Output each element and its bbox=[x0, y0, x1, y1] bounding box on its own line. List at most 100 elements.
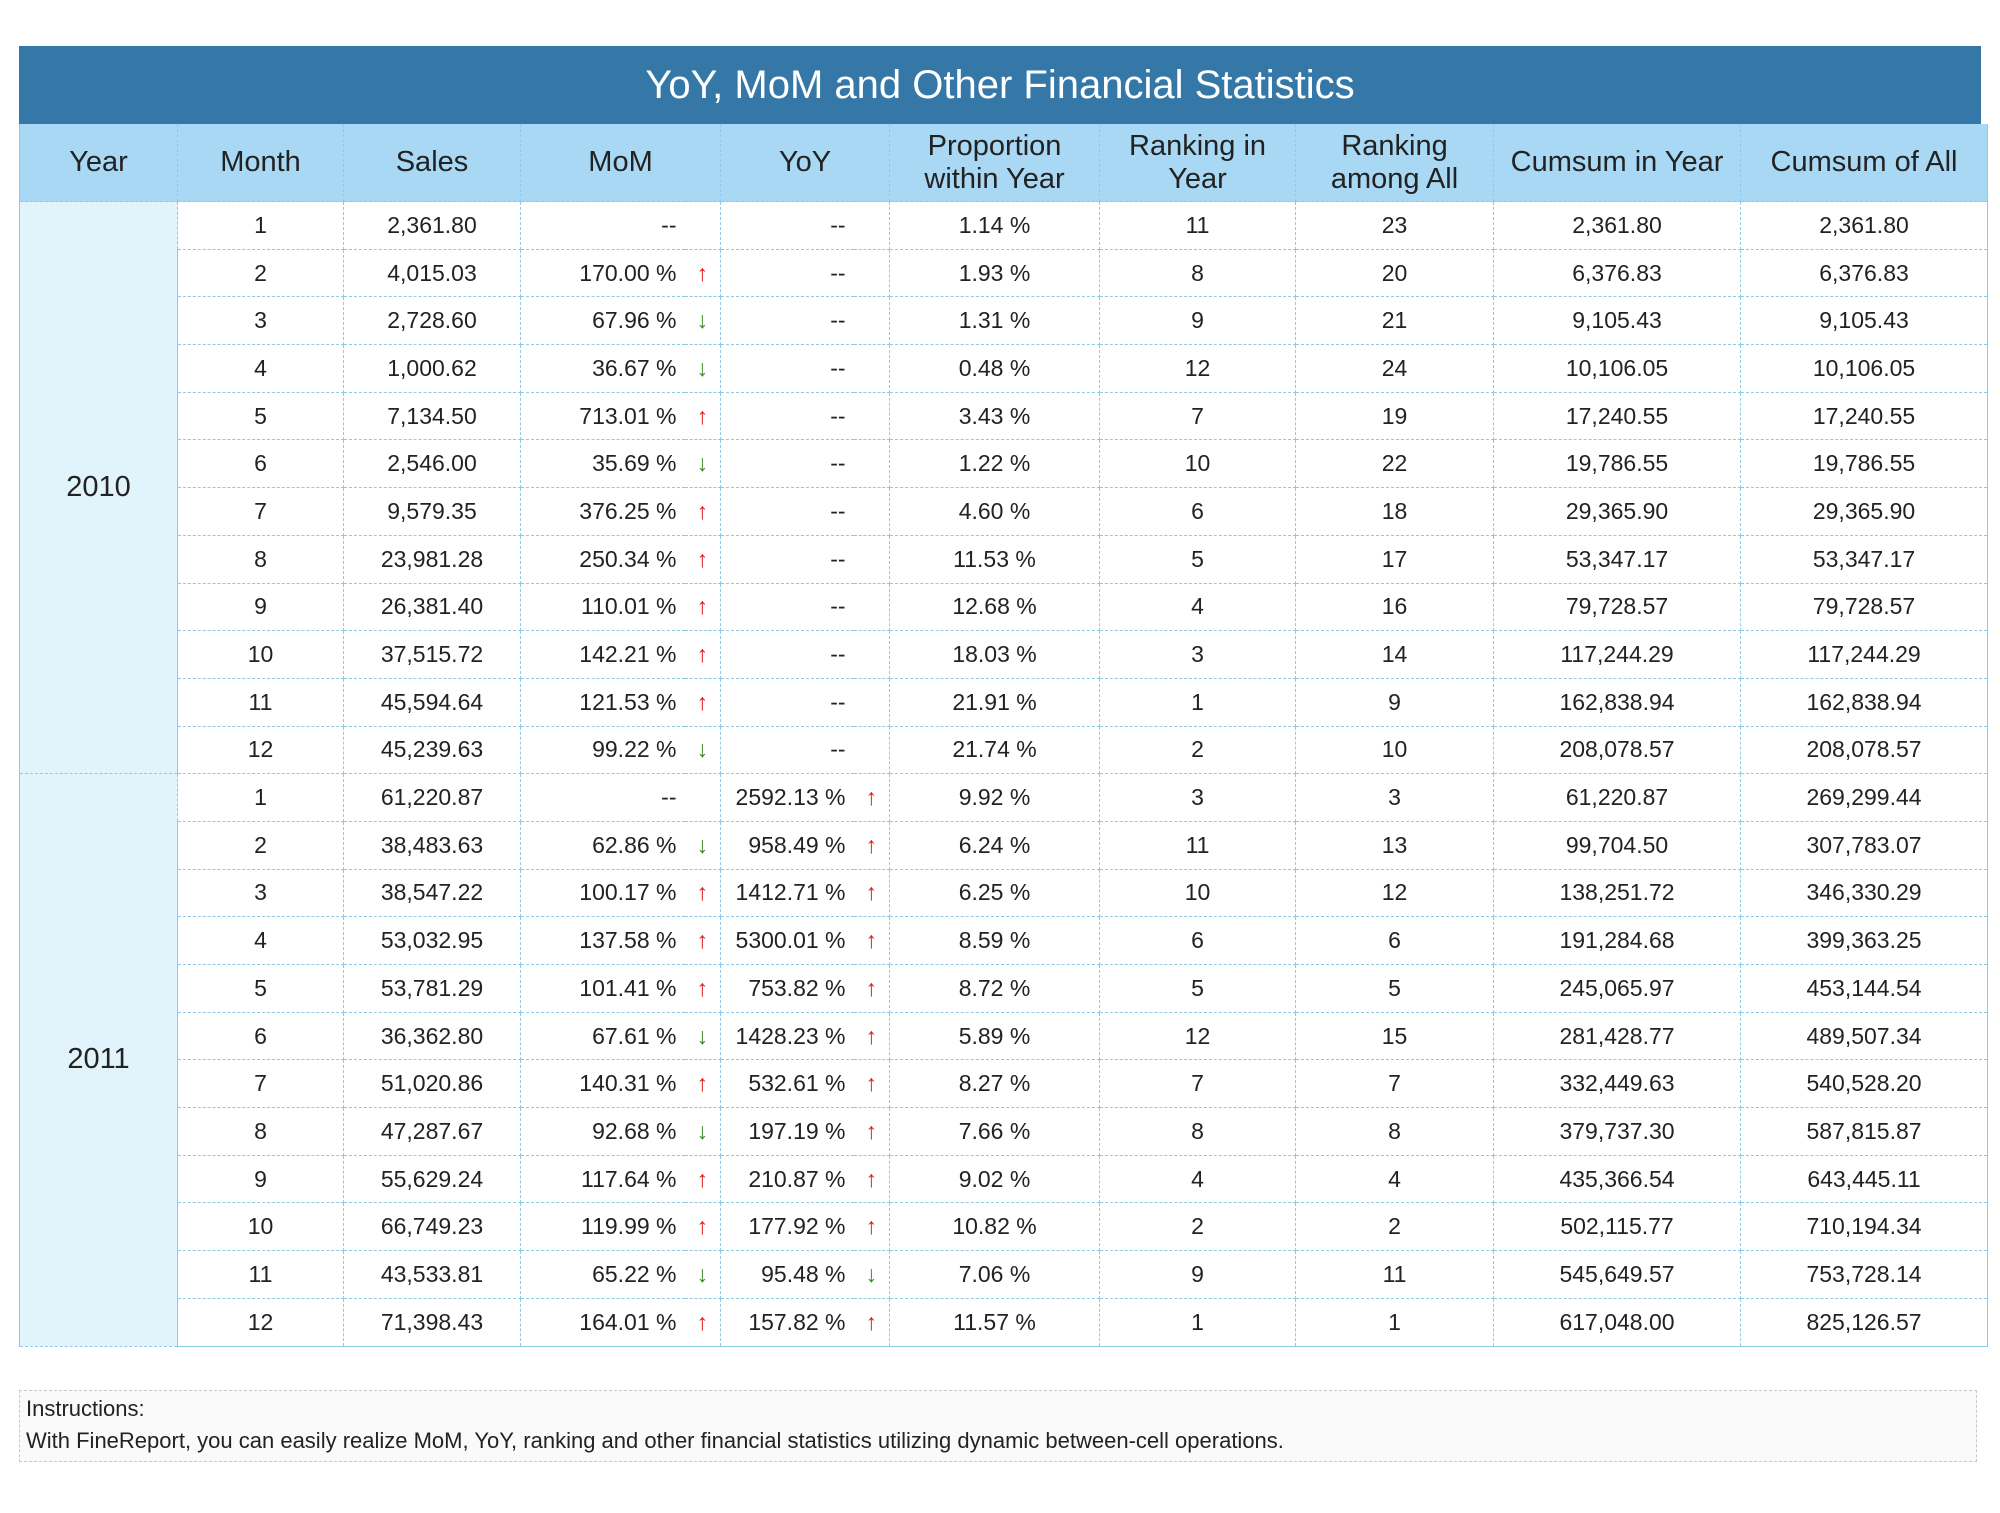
proportion-cell: 1.31 % bbox=[889, 296, 1101, 346]
cumsum-all-cell: 825,126.57 bbox=[1740, 1297, 1989, 1347]
cumsum-year-cell: 245,065.97 bbox=[1493, 964, 1742, 1013]
proportion-cell: 9.92 % bbox=[889, 773, 1101, 822]
cumsum-all-cell: 710,194.34 bbox=[1740, 1202, 1989, 1252]
table-row: 10 66,749.23 119.99 % ↑ 177.92 % ↑ 10.82 % 2 2 50… bbox=[20, 1202, 1989, 1252]
mom-cell: 65.22 % bbox=[520, 1250, 685, 1299]
sales-cell: 37,515.72 bbox=[343, 630, 521, 679]
ranking-year-cell: 7 bbox=[1099, 1059, 1297, 1109]
ranking-all-cell: 6 bbox=[1295, 916, 1495, 965]
mom-down-arrow-icon: ↓ bbox=[684, 1107, 722, 1156]
cumsum-all-cell: 117,244.29 bbox=[1740, 630, 1989, 679]
cumsum-all-cell: 6,376.83 bbox=[1740, 248, 1989, 298]
cumsum-year-cell: 208,078.57 bbox=[1493, 725, 1742, 775]
month-cell: 6 bbox=[177, 1011, 344, 1061]
yoy-up-arrow-icon: ↑ bbox=[853, 1154, 891, 1204]
cumsum-year-cell: 435,366.54 bbox=[1493, 1154, 1742, 1204]
yoy-up-arrow-icon: ↑ bbox=[853, 916, 891, 965]
cumsum-all-cell: 307,783.07 bbox=[1740, 820, 1989, 870]
ranking-all-cell: 14 bbox=[1295, 630, 1495, 679]
cumsum-all-cell: 453,144.54 bbox=[1740, 964, 1989, 1013]
header-ranking-all-line1: Ranking bbox=[1341, 129, 1448, 162]
ranking-year-cell: 11 bbox=[1099, 820, 1297, 870]
yoy-arrow-empty bbox=[853, 725, 891, 775]
proportion-cell: 21.91 % bbox=[889, 677, 1101, 727]
mom-cell: 137.58 % bbox=[520, 916, 685, 965]
proportion-cell: 6.25 % bbox=[889, 868, 1101, 918]
proportion-cell: 8.72 % bbox=[889, 964, 1101, 1013]
sales-cell: 36,362.80 bbox=[343, 1011, 521, 1061]
month-cell: 5 bbox=[177, 391, 344, 441]
table-row: 4 53,032.95 137.58 % ↑ 5300.01 % ↑ 8.59 % 6 6 191… bbox=[20, 916, 1989, 965]
ranking-year-cell: 8 bbox=[1099, 1107, 1297, 1156]
ranking-all-cell: 7 bbox=[1295, 1059, 1495, 1109]
proportion-cell: 11.53 % bbox=[889, 534, 1101, 584]
ranking-year-cell: 5 bbox=[1099, 534, 1297, 584]
proportion-cell: 1.14 % bbox=[889, 201, 1101, 250]
month-cell: 11 bbox=[177, 677, 344, 727]
ranking-year-cell: 9 bbox=[1099, 1250, 1297, 1299]
proportion-cell: 1.93 % bbox=[889, 248, 1101, 298]
month-cell: 2 bbox=[177, 820, 344, 870]
statistics-table: Year Month Sales MoM YoY Proportion withi… bbox=[19, 124, 1989, 1347]
table-row: 6 36,362.80 67.61 % ↓ 1428.23 % ↑ 5.89 % 12 15 28… bbox=[20, 1011, 1989, 1061]
cumsum-all-cell: 53,347.17 bbox=[1740, 534, 1989, 584]
header-yoy: YoY bbox=[720, 124, 891, 202]
mom-cell: 92.68 % bbox=[520, 1107, 685, 1156]
yoy-cell: -- bbox=[720, 344, 854, 393]
month-cell: 7 bbox=[177, 1059, 344, 1109]
header-ranking-year-line2: Year bbox=[1168, 162, 1227, 195]
ranking-all-cell: 5 bbox=[1295, 964, 1495, 1013]
mom-cell: 713.01 % bbox=[520, 391, 685, 441]
yoy-arrow-empty bbox=[853, 630, 891, 679]
yoy-cell: -- bbox=[720, 487, 854, 536]
mom-up-arrow-icon: ↑ bbox=[684, 582, 722, 632]
yoy-cell: 95.48 % bbox=[720, 1250, 854, 1299]
yoy-arrow-empty bbox=[853, 391, 891, 441]
report-title: YoY, MoM and Other Financial Statistics bbox=[19, 46, 1981, 124]
mom-cell: 140.31 % bbox=[520, 1059, 685, 1109]
sales-cell: 38,483.63 bbox=[343, 820, 521, 870]
sales-cell: 61,220.87 bbox=[343, 773, 521, 822]
yoy-cell: 1412.71 % bbox=[720, 868, 854, 918]
table-row: 7 9,579.35 376.25 % ↑ -- 4.60 % 6 18 29,365.90 29… bbox=[20, 487, 1989, 536]
sales-cell: 7,134.50 bbox=[343, 391, 521, 441]
header-ranking-year-line1: Ranking in bbox=[1129, 129, 1267, 162]
month-cell: 2 bbox=[177, 248, 344, 298]
ranking-year-cell: 4 bbox=[1099, 582, 1297, 632]
mom-cell: 250.34 % bbox=[520, 534, 685, 584]
ranking-year-cell: 1 bbox=[1099, 677, 1297, 727]
yoy-cell: 1428.23 % bbox=[720, 1011, 854, 1061]
mom-arrow-empty bbox=[684, 773, 722, 822]
cumsum-all-cell: 19,786.55 bbox=[1740, 439, 1989, 489]
instructions-box: Instructions: With FineReport, you can e… bbox=[19, 1390, 1977, 1462]
sales-cell: 4,015.03 bbox=[343, 248, 521, 298]
ranking-year-cell: 11 bbox=[1099, 201, 1297, 250]
ranking-all-cell: 23 bbox=[1295, 201, 1495, 250]
proportion-cell: 11.57 % bbox=[889, 1297, 1101, 1347]
yoy-cell: -- bbox=[720, 534, 854, 584]
yoy-up-arrow-icon: ↑ bbox=[853, 1297, 891, 1347]
cumsum-year-cell: 6,376.83 bbox=[1493, 248, 1742, 298]
yoy-up-arrow-icon: ↑ bbox=[853, 1107, 891, 1156]
month-cell: 1 bbox=[177, 773, 344, 822]
table-row: 5 53,781.29 101.41 % ↑ 753.82 % ↑ 8.72 % 5 5 245,… bbox=[20, 964, 1989, 1013]
ranking-all-cell: 11 bbox=[1295, 1250, 1495, 1299]
cumsum-year-cell: 29,365.90 bbox=[1493, 487, 1742, 536]
cumsum-all-cell: 399,363.25 bbox=[1740, 916, 1989, 965]
proportion-cell: 10.82 % bbox=[889, 1202, 1101, 1252]
proportion-cell: 7.66 % bbox=[889, 1107, 1101, 1156]
yoy-cell: 2592.13 % bbox=[720, 773, 854, 822]
mom-up-arrow-icon: ↑ bbox=[684, 677, 722, 727]
ranking-all-cell: 13 bbox=[1295, 820, 1495, 870]
ranking-all-cell: 10 bbox=[1295, 725, 1495, 775]
mom-up-arrow-icon: ↑ bbox=[684, 1154, 722, 1204]
yoy-cell: 210.87 % bbox=[720, 1154, 854, 1204]
ranking-year-cell: 8 bbox=[1099, 248, 1297, 298]
table-row: 11 43,533.81 65.22 % ↓ 95.48 % ↓ 7.06 % 9 11 545,… bbox=[20, 1250, 1989, 1299]
mom-up-arrow-icon: ↑ bbox=[684, 630, 722, 679]
header-mom: MoM bbox=[519, 124, 722, 202]
sales-cell: 53,032.95 bbox=[343, 916, 521, 965]
year-cell: 2011 bbox=[19, 773, 178, 1347]
yoy-arrow-empty bbox=[853, 534, 891, 584]
ranking-all-cell: 12 bbox=[1295, 868, 1495, 918]
